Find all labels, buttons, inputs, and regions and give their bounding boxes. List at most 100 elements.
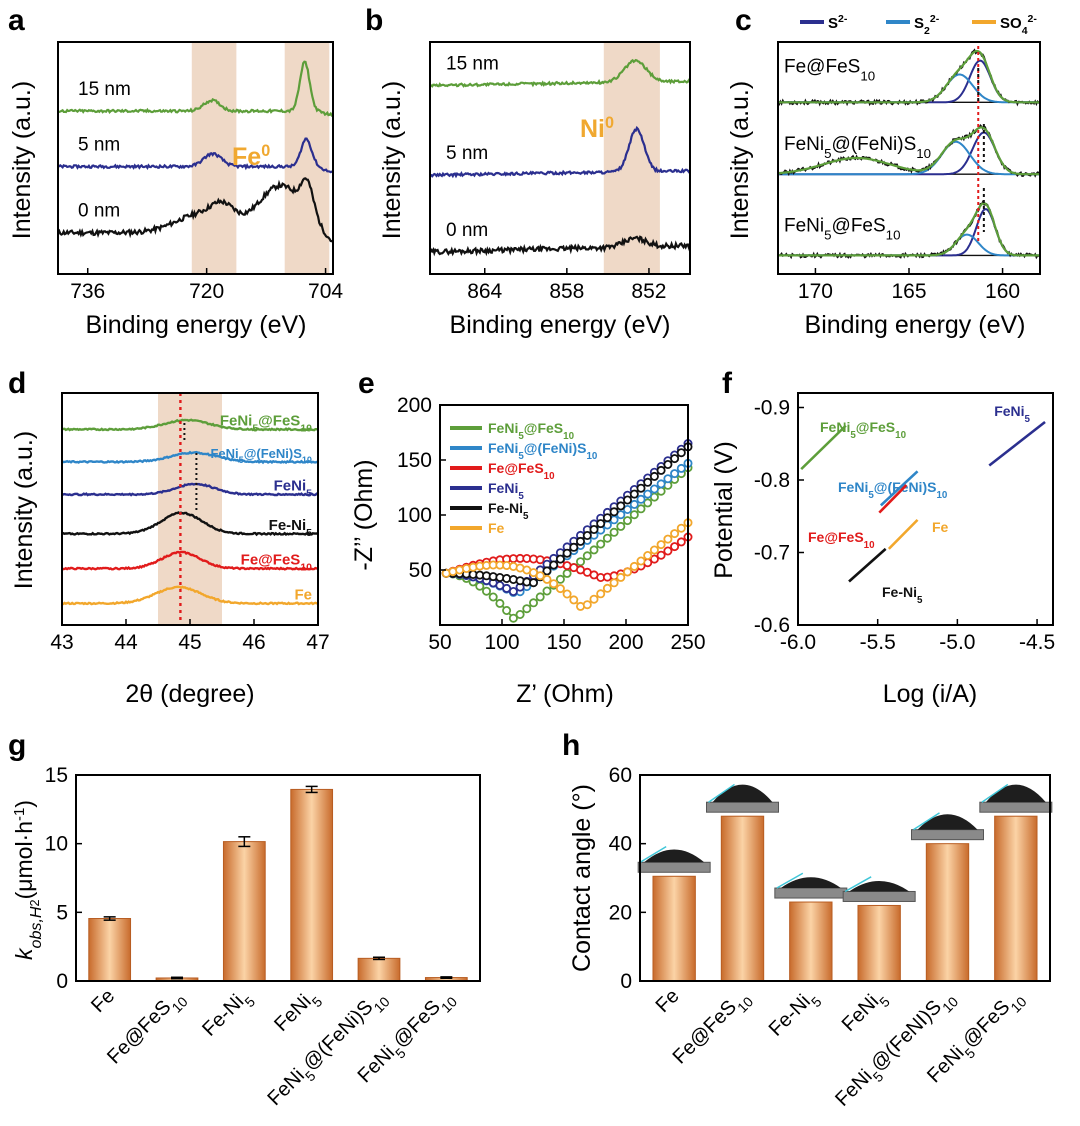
x-axis-label: 2θ (degree) [125,680,254,708]
contact-angle-line [639,845,667,863]
data-point [636,504,646,514]
x-axis-label: Binding energy (eV) [86,311,307,339]
substrate-image [706,801,779,813]
contact-angle-line [776,872,804,889]
data-point [616,521,626,531]
x-tick-label: -5.0 [939,631,975,654]
x-tick-label: 720 [189,280,224,303]
data-point [529,598,539,608]
data-point [569,542,579,552]
spectrum-line-5nm [429,125,691,179]
x-tick-label: 170 [798,280,833,303]
series-label: 0 nm [446,220,488,241]
data-point [663,534,673,544]
droplet-image [780,877,841,889]
data-point [589,545,599,555]
data-point [488,592,498,602]
data-point [502,606,512,616]
y-axis-label: Contact angle (°) [568,784,596,972]
data-point [616,501,626,511]
series-label: 0 nm [78,201,120,222]
bar [857,904,901,982]
bar [222,841,266,982]
data-point [515,610,525,620]
data-point [663,474,673,484]
data-point [589,594,599,604]
data-point [629,489,639,499]
x-tick-label: 200 [608,631,643,654]
series-label: Fe-Ni5 [882,584,923,606]
y-tick-label: -0.9 [754,397,790,420]
y-tick-label: 50 [409,559,432,582]
x-tick-label: -6.0 [780,631,816,654]
data-point [656,550,666,560]
legend-label: Fe-Ni5 [488,500,529,522]
y-tick-label: 40 [609,833,632,856]
bar [290,788,334,982]
x-tick-label: 160 [985,280,1020,303]
x-tick-label: -5.5 [860,631,896,654]
y-tick-label: 15 [45,764,68,787]
data-point [616,572,626,582]
legend-label: Fe [488,520,505,536]
x-tick-label: 47 [306,631,329,654]
contact-angle-line [981,783,1009,803]
y-tick-label: -0.6 [754,614,790,637]
data-point [508,587,518,597]
legend-label: FeNi5@FeS10 [488,420,575,442]
fit-envelope [778,49,1040,104]
plot-frame [429,41,691,275]
legend-label: S22- [914,13,940,37]
xrd-line [61,450,319,465]
data-point [576,536,586,546]
data-point [555,584,565,594]
x-tick-label: 100 [484,631,519,654]
y-axis-label: Potential (V) [710,441,738,579]
x-tick-label: 165 [891,280,926,303]
data-point [649,471,659,481]
series-label: 5 nm [446,143,488,164]
x-tick-label: -4.5 [1019,631,1055,654]
y-axis-label: Intensity (a.u.) [8,81,36,239]
sample-label: FeNi5@FeS10 [784,215,900,242]
plot-frame [75,774,481,982]
data-point [670,469,680,479]
y-tick-label: 60 [609,764,632,787]
data-point [481,586,491,596]
y-axis-label: -Z’’ (Ohm) [350,459,378,570]
substrate-image [979,801,1053,813]
data-point [670,529,680,539]
series-label: 15 nm [78,79,131,100]
data-point [623,495,633,505]
legend-label: SO42- [1000,13,1037,37]
data-point [529,578,539,588]
bar [357,957,401,982]
x-axis-label: Binding energy (eV) [805,311,1026,339]
x-tick-label: 50 [428,631,451,654]
tafel-line [878,484,908,514]
x-axis-label: Binding energy (eV) [450,311,671,339]
xrd-line [61,482,319,497]
category-label: FeNi5@(FeNi)S10 [264,985,393,1114]
y-tick-label: 0 [620,970,632,993]
data-point [602,583,612,593]
x-tick-label: 250 [670,631,705,654]
highlight-band [158,393,222,625]
series-label: Fe [932,519,949,535]
x-tick-label: 736 [70,280,105,303]
x-tick-label: 852 [631,280,666,303]
x-tick-label: 45 [178,631,201,654]
category-label: Fe-Ni5 [765,985,825,1045]
data-point [589,525,599,535]
substrate-image [774,887,848,899]
data-point [623,567,633,577]
droplet-image [849,881,910,892]
data-point [475,581,485,591]
data-point [649,484,659,494]
legend-label: Fe@FeS10 [488,460,555,482]
y-axis-label: Intensity (a.u.) [726,81,754,239]
data-point [555,554,565,564]
fit-component-s22 [778,140,1040,176]
